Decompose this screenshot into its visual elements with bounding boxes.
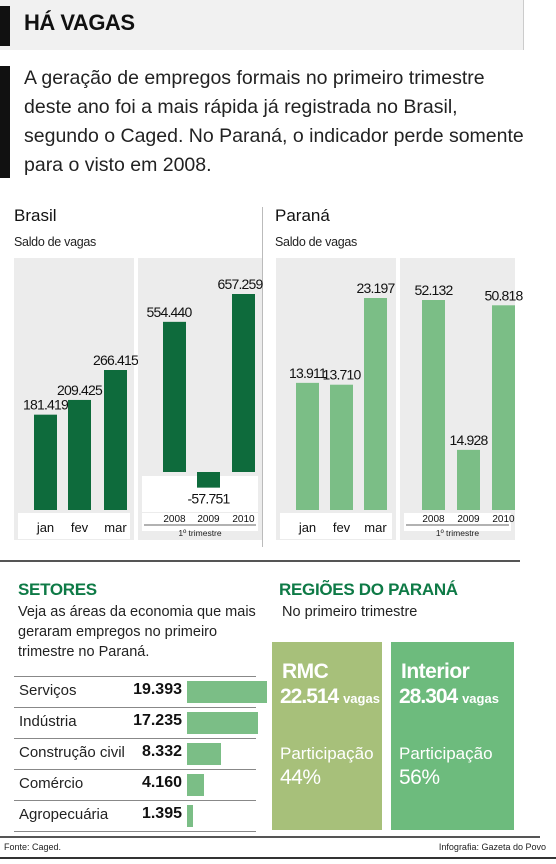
brasil-quarter-value-label-2010: 657.259 [217,276,263,292]
region-interior-participation-value: 56% [399,766,440,789]
brasil-monthly-value-label-jan: 181.419 [23,397,69,413]
sector-name: Construção civil [19,744,125,761]
sector-bar [187,712,259,734]
brasil-quarter-xlabel: 1º trimestre [178,528,222,538]
brasil-monthly-category-mar: mar [104,520,127,535]
parana-quarter-value-label-2009: 14.928 [449,432,488,448]
sector-row: Comércio 4.160 [14,770,256,801]
sector-name: Indústria [19,713,77,730]
brasil-quarter-bar-2010 [232,294,255,472]
parana-quarter-bar-2010 [492,305,515,510]
sector-row: Agropecuária 1.395 [14,801,256,832]
footer-credit: Infografia: Gazeta do Povo [438,842,546,852]
sector-row: Serviços 19.393 [14,677,267,708]
intro-text: A geração de empregos formais no primeir… [24,67,524,176]
sector-row: Indústria 17.235 [14,708,259,739]
parana-quarter-category-2009: 2009 [457,514,480,525]
brasil-monthly-category-jan: jan [36,520,54,535]
region-interior-value: 28.304 vagas [399,685,499,708]
region-interior-name: Interior [401,660,470,683]
parana-monthly-bar-jan [296,382,319,510]
brasil-quarter-category-2009: 2009 [197,514,220,525]
footer-source: Fonte: Caged. [4,842,62,852]
parana-quarter-category-2010: 2010 [492,514,515,525]
parana-monthly-category-band [280,513,392,539]
region-rmc-participation-value: 44% [280,766,321,789]
regioes-title: REGIÕES DO PARANÁ [279,580,458,599]
brasil-monthly-category-fev: fev [71,520,89,535]
sector-bar [187,805,193,827]
footer-divider [0,836,540,838]
region-rmc: RMC 22.514 vagas Participação 44% [272,642,382,830]
parana-monthly-category-mar: mar [364,520,387,535]
sector-value: 8.332 [141,743,182,760]
parana-quarter-category-2008: 2008 [422,514,445,525]
parana-monthly-value-label-mar: 23.197 [356,280,395,296]
brasil-title: Brasil [14,206,57,225]
intro-accent-bar [0,66,10,178]
section-divider [0,560,520,562]
parana-quarter-value-label-2010: 50.818 [484,287,523,303]
page-title: HÁ VAGAS [24,10,135,35]
region-interior-participation-label: Participação [399,744,493,763]
sector-table: Serviços 19.393 Indústria 17.235 Construção … [14,676,267,832]
region-rmc-value: 22.514 vagas [280,685,380,708]
sector-bar [187,681,267,703]
parana-monthly-category-jan: jan [298,520,316,535]
brasil-monthly-value-label-mar: 266.415 [93,352,139,368]
panel-divider [262,207,263,547]
sector-value: 17.235 [133,712,182,729]
regioes-subtitle: No primeiro trimestre [282,604,418,620]
parana-quarter-bar-2008 [422,300,445,510]
sector-value: 4.160 [141,774,182,791]
parana-subtitle: Saldo de vagas [275,235,357,249]
brasil-quarter-category-2008: 2008 [163,514,186,525]
sector-name: Agropecuária [19,806,109,823]
brasil-monthly-bar-mar [104,370,127,510]
brasil-quarter-value-label-2009: -57.751 [188,491,231,507]
sector-bar [187,743,222,765]
brasil-quarter-category-2010: 2010 [232,514,255,525]
parana-monthly-value-label-fev: 13.710 [322,367,361,383]
brasil-quarter-year-band [142,513,258,531]
brasil-subtitle: Saldo de vagas [14,235,96,249]
brasil-quarter-bar-2009 [197,472,220,488]
sector-value: 1.395 [141,805,182,822]
sector-bar [187,774,205,796]
parana-monthly-bar-fev [330,384,353,510]
setores-description: Veja as áreas da economia que mais gerar… [18,604,256,660]
parana-monthly-value-label-jan: 13.911 [289,365,327,381]
parana-quarter-bar-2009 [457,449,480,510]
brasil-monthly-category-band [18,513,130,539]
parana-monthly-bar-mar [364,298,387,510]
sector-row: Construção civil 8.332 [14,739,256,770]
brasil-monthly-bar-fev [68,399,91,510]
parana-title: Paraná [275,206,330,225]
brasil-monthly-bar-jan [34,414,57,510]
region-rmc-name: RMC [282,660,329,683]
region-rmc-participation-label: Participação [280,744,374,763]
header-accent-bar [0,6,10,46]
sector-name: Comércio [19,775,84,792]
parana-quarter-xlabel: 1º trimestre [436,528,480,538]
setores-title: SETORES [18,580,97,599]
region-interior: Interior 28.304 vagas Participação 56% [391,642,514,830]
sector-name: Serviços [19,682,77,699]
footer-bottom-rule [0,857,556,859]
parana-monthly-category-fev: fev [333,520,351,535]
header: HÁ VAGAS [0,0,524,50]
parana-quarter-value-label-2008: 52.132 [414,282,453,298]
brasil-quarter-value-label-2008: 554.440 [146,304,192,320]
parana-quarter-year-band [404,513,511,531]
bar-charts: 181.419 jan 209.425 fev 266.415 mar 1º trimest… [14,258,524,540]
brasil-monthly-value-label-fev: 209.425 [57,382,103,398]
brasil-quarter-bar-2008 [163,321,186,472]
sector-value: 19.393 [133,681,182,698]
